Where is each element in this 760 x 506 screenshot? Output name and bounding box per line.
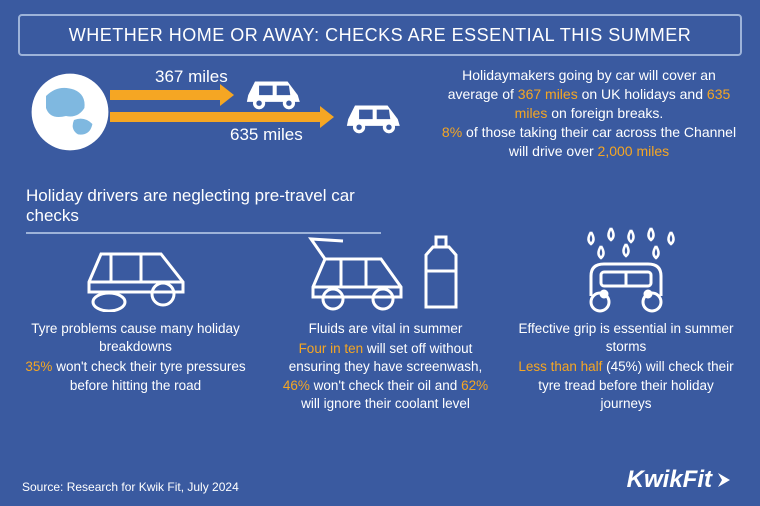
car-icon-large: [340, 96, 408, 134]
globe-icon: [30, 72, 110, 152]
miles-uk-label: 367 miles: [155, 67, 228, 87]
logo-arrow-icon: [716, 469, 738, 491]
miles-paragraph: Holidaymakers going by car will cover an…: [440, 66, 738, 160]
column-tyres: Tyre problems cause many holiday breakdo…: [18, 224, 253, 395]
arrow-uk: [110, 90, 220, 100]
arrow-foreign: [110, 112, 320, 122]
arrow-uk-head: [220, 84, 234, 106]
miles-foreign-label: 635 miles: [230, 125, 303, 145]
fluids-icon: [268, 224, 503, 320]
source-text: Source: Research for Kwik Fit, July 2024: [22, 480, 239, 494]
car-icon-small: [240, 72, 308, 110]
column-tyres-text: Tyre problems cause many holiday breakdo…: [18, 320, 253, 395]
rain-car-icon: [512, 224, 740, 320]
column-grip-text: Effective grip is essential in summer st…: [512, 320, 740, 413]
title-box: WHETHER HOME OR AWAY: CHECKS ARE ESSENTI…: [18, 14, 742, 56]
kwikfit-logo: KwikFit: [627, 466, 738, 494]
tyre-car-icon: [18, 224, 253, 320]
logo-text: KwikFit: [627, 466, 712, 494]
column-grip: Effective grip is essential in summer st…: [512, 224, 740, 413]
column-fluids-text: Fluids are vital in summerFour in ten wi…: [268, 320, 503, 413]
arrow-foreign-head: [320, 106, 334, 128]
column-fluids: Fluids are vital in summerFour in ten wi…: [268, 224, 503, 413]
infographic-root: WHETHER HOME OR AWAY: CHECKS ARE ESSENTI…: [0, 0, 760, 506]
page-title: WHETHER HOME OR AWAY: CHECKS ARE ESSENTI…: [69, 25, 691, 46]
